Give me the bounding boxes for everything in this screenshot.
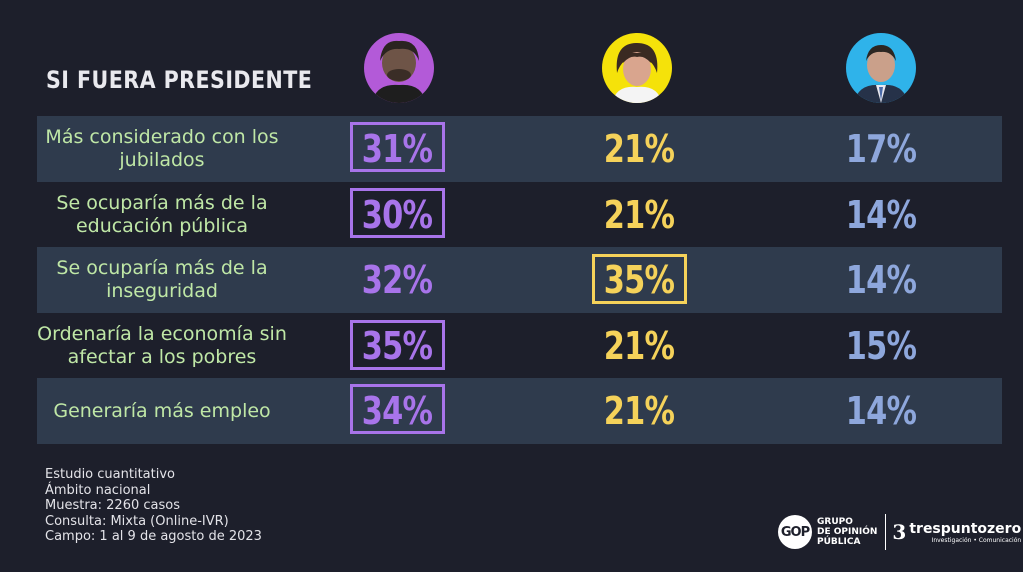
table-row: Generaría más empleo 34% 21% 14% [37,378,1002,444]
value-cell: 21% [559,313,719,379]
row-label: Ordenaría la economía sin afectar a los … [37,323,287,368]
logos: GOP GRUPO DE OPINIÓN PÚBLICA 3 trespunto… [778,512,1021,552]
value-label: 32% [361,258,433,302]
value-cell: 34% [317,378,477,444]
table-row: Se ocuparía más de la inseguridad 32% 35… [37,247,1002,313]
gop-logo-icon: GOP [778,515,812,549]
value-label: 14% [845,258,917,302]
gop-text-line: GRUPO [817,517,853,527]
trespuntozero-mark-icon: 3 [892,520,907,544]
candidate-3-portrait-icon [846,33,916,103]
value-cell: 35% [317,313,477,379]
row-label: Se ocuparía más de la educación pública [56,192,268,237]
value-label: 35% [603,258,675,302]
value-label: 17% [845,127,917,171]
value-label: 30% [361,193,433,237]
value-cell: 30% [317,182,477,248]
footer-line: Campo: 1 al 9 de agosto de 2023 [45,529,262,545]
value-label: 14% [845,389,917,433]
footer-line: Ámbito nacional [45,482,151,498]
row-label: Generaría más empleo [53,399,271,422]
gop-text-line: PÚBLICA [817,537,861,547]
table-row: Se ocuparía más de la educación pública … [37,182,1002,248]
table-row: Más considerado con los jubilados 31% 21… [37,116,1002,182]
value-cell: 21% [559,116,719,182]
value-cell: 14% [801,247,961,313]
trespuntozero-tagline: Investigación • Comunicación [931,536,1022,544]
value-label: 21% [603,193,675,237]
row-label: Se ocuparía más de la inseguridad [56,257,268,302]
value-cell: 32% [317,247,477,313]
value-label: 21% [603,127,675,171]
value-cell: 21% [559,378,719,444]
value-cell: 35% [559,247,719,313]
candidate-2-avatar [602,33,672,103]
candidate-1-avatar [364,33,434,103]
value-label: 21% [603,324,675,368]
value-cell: 15% [801,313,961,379]
table-row: Ordenaría la economía sin afectar a los … [37,313,1002,379]
candidate-2-portrait-icon [602,33,672,103]
value-cell: 31% [317,116,477,182]
value-cell: 14% [801,182,961,248]
row-label: Más considerado con los jubilados [45,126,279,171]
value-label: 15% [845,324,917,368]
footer-line: Consulta: Mixta (Online-IVR) [45,513,229,529]
gop-text-line: DE OPINIÓN [817,527,878,537]
value-label: 31% [361,127,433,171]
footer-line: Muestra: 2260 casos [45,498,180,514]
value-label: 35% [361,324,433,368]
chart-title: SI FUERA PRESIDENTE [46,66,313,94]
value-label: 21% [603,389,675,433]
candidate-1-portrait-icon [364,33,434,103]
logo-divider [885,514,887,550]
value-cell: 14% [801,378,961,444]
candidate-3-avatar [846,33,916,103]
value-cell: 21% [559,182,719,248]
footer-line: Estudio cuantitativo [45,467,175,482]
methodology-footer: Estudio cuantitativo Ámbito nacional Mue… [45,467,262,545]
gop-logo-text: GRUPO DE OPINIÓN PÚBLICA [817,517,877,547]
value-label: 34% [361,389,433,433]
value-cell: 17% [801,116,961,182]
trespuntozero-name: trespuntozero [909,520,1022,537]
value-label: 14% [845,193,917,237]
trespuntozero-logo: trespuntozero Investigación • Comunicaci… [909,521,1021,544]
